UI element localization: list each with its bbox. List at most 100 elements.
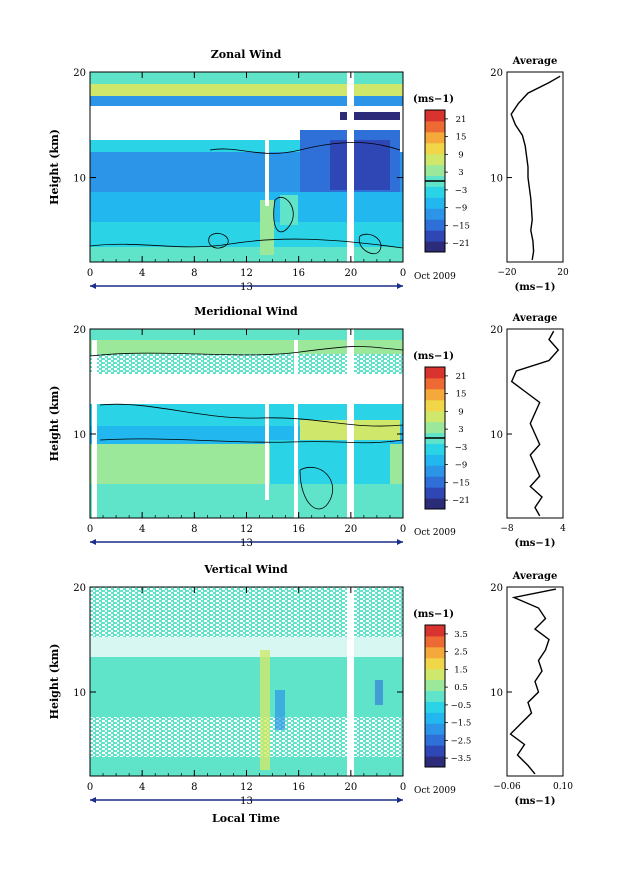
colorbar-unit: (ms−1) [413,94,454,105]
x-tick-label: 4 [139,524,145,535]
panel-vertical-wind: Vertical Wind [89,563,404,777]
x-tick-label: 8 [191,268,197,279]
profile-x-tick-label: 20 [557,268,569,278]
date-label: Oct 2009 [414,528,456,538]
colorbar-cell [425,712,445,724]
profile-line [509,588,557,775]
colorbar-cell [425,142,445,155]
y-tick-label: 10 [73,430,86,441]
colorbar-cell [425,164,445,177]
colorbar-cell [425,756,445,768]
colorbar-cell [425,465,445,477]
profile-y-tick-label: 10 [490,688,503,699]
y-tick-label: 20 [73,68,86,79]
colorbar-cell [425,690,445,702]
profile-x-tick-label: −20 [498,268,517,278]
colorbar-cell [425,476,445,488]
colorbar-tick-label: −1.5 [451,719,472,729]
day-bar-arrow-left [90,283,96,289]
colorbar-cell [425,657,445,670]
profile-y-tick-label: 10 [490,430,503,441]
colorbar-tick-label: −21 [452,239,470,249]
y-axis-label: Height (km) [48,129,61,205]
heatmap-vertical [90,587,403,776]
heatmap-zonal [89,72,404,262]
profile-title: Average [512,571,558,582]
x-tick-label: 16 [292,524,305,535]
profile-y-tick-label: 20 [490,583,503,594]
x-tick-label: 0 [400,782,406,793]
colorbar-tick-label: 21 [456,372,467,382]
profile-line [510,75,561,261]
colorbar-cell [425,625,445,637]
colorbar-cell [425,153,445,166]
colorbar-tick-label: −21 [452,496,470,506]
x-axis-title: Local Time [212,812,280,825]
colorbar-cell [425,454,445,466]
colorbar-cell [425,388,445,401]
colorbar-tick-label: −9 [455,461,468,471]
x-tick-label: 0 [400,268,406,279]
profile-frame [506,328,564,519]
day-bar-arrow-left [90,797,96,803]
day-label: 13 [240,282,253,293]
colorbar-cell [425,487,445,499]
profile-y-tick-label: 20 [490,68,503,79]
x-tick-label: 4 [139,782,145,793]
x-tick-label: 0 [400,524,406,535]
colorbar-cell [425,131,445,144]
y-axis-label: Height (km) [48,386,61,462]
x-tick-label: 0 [87,524,93,535]
panel-zonal-wind: Zonal Wind [89,48,404,263]
x-tick-label: 16 [292,268,305,279]
panel-title: Meridional Wind [194,305,298,318]
colorbar-tick-label: 1.5 [454,665,468,675]
x-tick-label: 20 [344,524,357,535]
profile-title: Average [512,56,558,67]
x-tick-label: 0 [87,782,93,793]
profile-y-tick-label: 20 [490,325,503,336]
colorbar-cell [425,679,445,692]
profile-x-label: (ms−1) [514,796,555,807]
day-bar-arrow-right [397,539,403,545]
panel-meridional-wind: Meridional Wind [89,305,404,519]
colorbar-tick-label: −9 [455,204,468,214]
date-label: Oct 2009 [414,272,456,282]
colorbar-unit: (ms−1) [413,351,454,362]
colorbar-cell [425,668,445,681]
colorbar-cell [425,646,445,659]
colorbar-cell [425,110,445,122]
profile-title: Average [512,313,558,324]
profile-x-tick-label: 4 [560,524,566,534]
x-tick-label: 12 [240,268,253,279]
y-tick-label: 20 [73,583,86,594]
colorbar-tick-label: 2.5 [454,648,468,658]
x-tick-label: 12 [240,782,253,793]
colorbar-tick-label: 21 [456,115,467,125]
day-label: 13 [240,538,253,549]
y-tick-label: 10 [73,174,86,185]
colorbar-tick-label: 3.5 [454,630,468,640]
colorbar-cell [425,219,445,231]
profile-x-tick-label: −8 [500,524,514,534]
x-tick-label: 16 [292,782,305,793]
colorbar-cell [425,230,445,242]
colorbar-cell [425,723,445,735]
colorbar-cell [425,635,445,648]
date-label: Oct 2009 [414,786,456,796]
profile-x-label: (ms−1) [514,282,555,293]
colorbar-cell [425,443,445,455]
colorbar-tick-label: −3.5 [451,754,472,764]
colorbar-tick-label: −0.5 [451,701,472,711]
day-bar-arrow-left [90,539,96,545]
profile-y-tick-label: 10 [490,174,503,185]
profile-x-tick-label: −0.06 [493,782,521,792]
colorbar-cell [425,367,445,379]
colorbar-unit: (ms−1) [413,609,454,620]
colorbar-cell [425,197,445,209]
colorbar-cell [425,498,445,510]
x-tick-label: 0 [87,268,93,279]
colorbar-tick-label: 3 [458,425,463,435]
colorbar-tick-label: 9 [458,150,463,160]
